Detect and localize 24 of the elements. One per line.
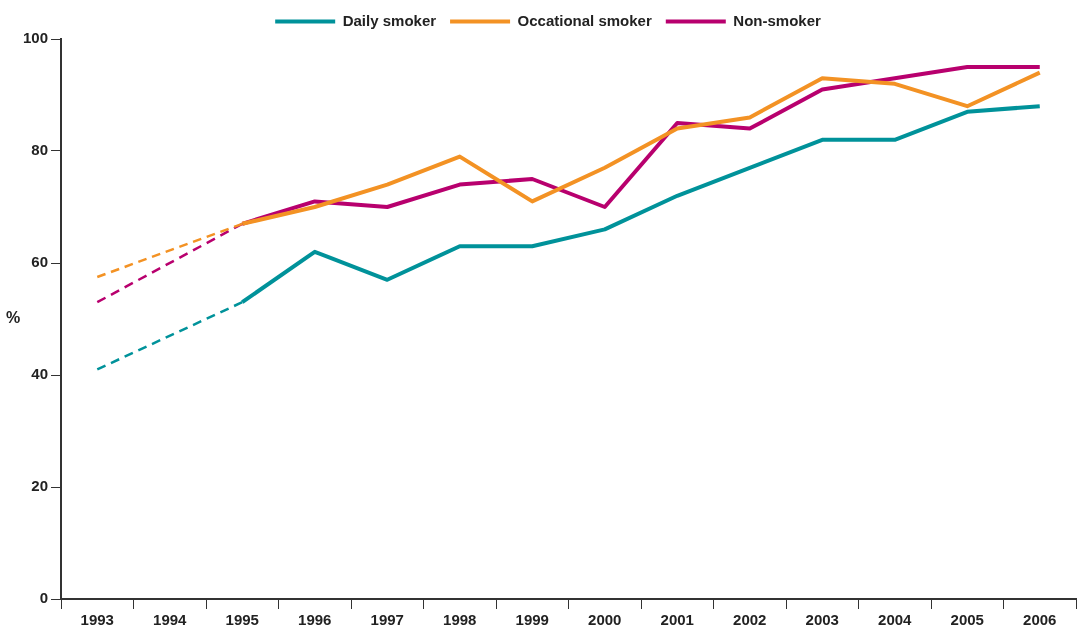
y-tick-label: 80: [31, 141, 49, 159]
y-tick-label: 100: [23, 29, 49, 47]
x-tick-label: 1999: [515, 611, 549, 629]
x-tick-label: 1997: [370, 611, 404, 629]
y-tick-label: 20: [31, 477, 49, 495]
x-tick-label: 2006: [1023, 611, 1057, 629]
x-tick-label: 1996: [298, 611, 332, 629]
x-tick-label: 2005: [950, 611, 984, 629]
legend-label: Daily smoker: [342, 11, 437, 29]
x-tick-label: 1998: [443, 611, 477, 629]
x-tick-label: 1995: [225, 611, 259, 629]
x-tick-label: 1993: [80, 611, 114, 629]
y-axis-title: %: [6, 309, 21, 327]
legend-label: Occational smoker: [517, 11, 652, 29]
legend-label: Non-smoker: [733, 11, 821, 29]
x-tick-label: 2003: [805, 611, 839, 629]
y-tick-label: 60: [31, 253, 49, 271]
x-tick-label: 2004: [878, 611, 913, 629]
x-tick-label: 2002: [733, 611, 767, 629]
y-tick-label: 40: [31, 365, 49, 383]
x-tick-label: 2000: [588, 611, 622, 629]
x-tick-label: 1994: [153, 611, 188, 629]
y-tick-label: 0: [39, 589, 49, 607]
x-tick-label: 2001: [660, 611, 694, 629]
